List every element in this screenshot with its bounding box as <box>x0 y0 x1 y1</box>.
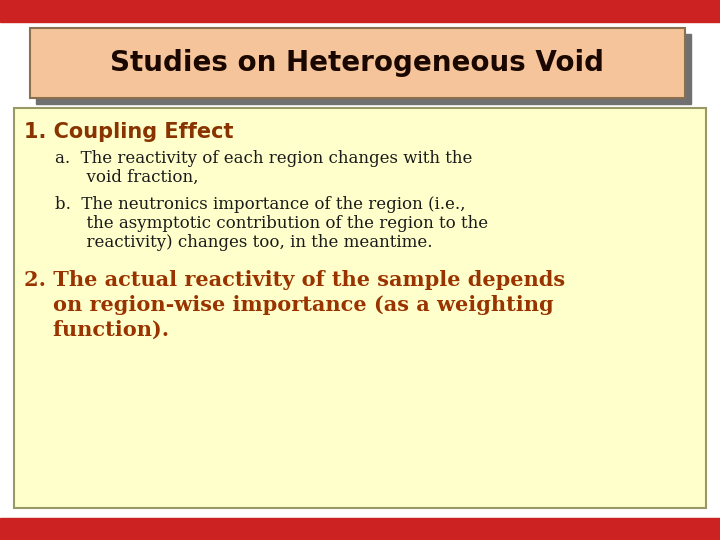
Text: on region-wise importance (as a weighting: on region-wise importance (as a weightin… <box>24 295 554 315</box>
Text: void fraction,: void fraction, <box>55 169 199 186</box>
Bar <box>14 108 706 508</box>
Text: 1. Coupling Effect: 1. Coupling Effect <box>24 122 233 142</box>
Text: 2. The actual reactivity of the sample depends: 2. The actual reactivity of the sample d… <box>24 270 565 290</box>
Text: the asymptotic contribution of the region to the: the asymptotic contribution of the regio… <box>55 215 488 232</box>
Bar <box>36 34 691 104</box>
Bar <box>0 518 720 540</box>
Bar <box>0 0 720 22</box>
Text: Studies on Heterogeneous Void: Studies on Heterogeneous Void <box>110 49 604 77</box>
Bar <box>30 28 685 98</box>
Text: b.  The neutronics importance of the region (i.e.,: b. The neutronics importance of the regi… <box>55 196 466 213</box>
Text: a.  The reactivity of each region changes with the: a. The reactivity of each region changes… <box>55 150 472 167</box>
Text: function).: function). <box>24 320 169 340</box>
Text: IRSN: IRSN <box>620 519 665 537</box>
Text: reactivity) changes too, in the meantime.: reactivity) changes too, in the meantime… <box>55 234 433 251</box>
